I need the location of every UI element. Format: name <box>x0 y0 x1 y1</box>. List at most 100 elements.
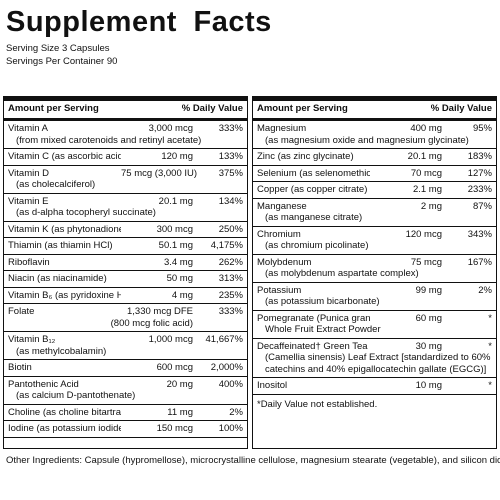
amount: 99 mg <box>415 284 442 296</box>
amount: 3.4 mg <box>163 256 193 268</box>
nutrient-name: Vitamin K (as phytonadione USP) <box>8 223 121 235</box>
amount: 600 mcg <box>156 362 193 373</box>
nutrient-name: Thiamin (as thiamin HCl) <box>8 240 113 251</box>
row-line: Vitamin C (as ascorbic acid) 120 mg 133% <box>8 151 243 163</box>
daily-value: 2% <box>229 406 243 418</box>
row-line: Magnesium 400 mg 95% <box>257 123 492 135</box>
daily-value: 95% <box>472 123 492 134</box>
amount: 30 mg <box>415 340 442 352</box>
daily-value: 333% <box>218 306 243 317</box>
nutrient-name: Vitamin D <box>8 167 50 179</box>
header-cell: % Daily Value <box>181 103 243 114</box>
amount: 120 mcg <box>405 228 442 240</box>
row-line: Molybdenum 75 mcg 167% <box>257 257 492 269</box>
amount: 50 mg <box>166 273 193 284</box>
nutrient-name: Biotin <box>8 362 32 373</box>
nutrient-name: Molybdenum <box>257 256 312 268</box>
row-line: Inositol 10 mg * <box>257 380 492 392</box>
daily-value: * <box>488 312 492 324</box>
nutrient-name: Vitamin C (as ascorbic acid) <box>8 151 121 162</box>
daily-value: 2% <box>478 284 492 296</box>
table-header: Amount per Serving % Daily Value <box>4 101 247 121</box>
nutrient-detail: (as potassium bicarbonate) <box>265 296 380 307</box>
row-line: Chromium 120 mcg 343% <box>257 229 492 241</box>
row-line: Niacin (as niacinamide) 50 mg 313% <box>8 273 243 285</box>
nutrient-name: Magnesium <box>257 123 307 134</box>
daily-value: 250% <box>218 223 243 235</box>
amount: 11 mg <box>167 406 193 418</box>
nutrient-row: Magnesium 400 mg 95% (as magnesium oxide an… <box>253 121 496 149</box>
nutrient-name: Vitamin A <box>8 123 48 134</box>
header-cell: % Daily Value <box>430 103 492 114</box>
nutrient-detail: (as cholecalciferol) <box>16 179 96 190</box>
row-line: Vitamin B₆ (as pyridoxine HCl) 4 mg 235% <box>8 290 243 302</box>
nutrient-row: Potassium 99 mg 2% (as potassium bicarbonat… <box>253 283 496 311</box>
nutrient-name: Potassium <box>257 284 302 296</box>
amount: 75 mcg <box>410 256 442 268</box>
nutrient-row: Pomegranate (Punica granatum L.) 60 mg * Wh… <box>253 311 496 339</box>
daily-value: 400% <box>218 378 243 390</box>
row-line: Pomegranate (Punica granatum L.) 60 mg * <box>257 313 492 325</box>
amount: 20.1 mg <box>158 195 193 207</box>
nutrient-detail: (as magnesium oxide and magnesium glycin… <box>265 134 469 146</box>
daily-value: * <box>488 380 492 391</box>
nutrient-detail: catechins and 40% epigallocatechin galla… <box>265 363 487 375</box>
nutrient-row: Vitamin A 3,000 mcg 333% (from mixed carote… <box>4 121 247 149</box>
row-line: Vitamin D 75 mcg (3,000 IU) 375% <box>8 168 243 180</box>
row-line: Manganese 2 mg 87% <box>257 201 492 213</box>
nutrient-row: Decaffeinated† Green Tea 30 mg * (Camellia … <box>253 339 496 378</box>
amount: 400 mg <box>410 123 442 134</box>
row-line: Decaffeinated† Green Tea 30 mg * <box>257 341 492 353</box>
daily-value: 235% <box>218 289 243 301</box>
daily-value: 100% <box>218 423 243 434</box>
daily-value: 375% <box>218 167 243 179</box>
nutrient-row: Folate 1,330 mcg DFE 333% (800 mcg folic ac… <box>4 304 247 332</box>
nutrient-row: Zinc (as zinc glycinate) 20.1 mg 183% <box>253 149 496 166</box>
nutrient-name: Choline (as choline bitartrate) <box>8 406 121 418</box>
row-line: Choline (as choline bitartrate) 11 mg 2% <box>8 407 243 419</box>
row-line: Vitamin E 20.1 mg 134% <box>8 196 243 208</box>
nutrient-row: Vitamin K (as phytonadione USP) 300 mcg 25… <box>4 222 247 238</box>
amount-note: (800 mcg folic acid) <box>110 317 193 329</box>
nutrient-row: Choline (as choline bitartrate) 11 mg 2% <box>4 405 247 421</box>
nutrient-name: Riboflavin <box>8 256 50 268</box>
row-line: Riboflavin 3.4 mg 262% <box>8 257 243 269</box>
nutrient-name: Pantothenic Acid <box>8 378 79 390</box>
amount: 2.1 mg <box>412 184 442 195</box>
title: Supplement Facts <box>6 6 272 38</box>
nutrient-detail: (as manganese citrate) <box>265 212 363 223</box>
header-cell: Amount per Serving <box>257 103 348 114</box>
row-line: Thiamin (as thiamin HCl) 50.1 mg 4,175% <box>8 240 243 252</box>
daily-value: 127% <box>467 167 492 179</box>
daily-value: 183% <box>467 151 492 162</box>
amount: 60 mg <box>415 312 442 324</box>
left-panel: Amount per Serving % Daily Value Vitamin A… <box>3 96 248 449</box>
nutrient-name: Pomegranate (Punica granatum L.) <box>257 312 370 324</box>
daily-value: 133% <box>218 151 243 162</box>
nutrient-row: Manganese 2 mg 87% (as manganese citrate) <box>253 199 496 227</box>
row-line: Potassium 99 mg 2% <box>257 285 492 297</box>
amount: 1,000 mcg <box>148 334 193 345</box>
amount: 10 mg <box>415 380 442 391</box>
header-cell: Amount per Serving <box>8 103 99 114</box>
nutrient-name: Zinc (as zinc glycinate) <box>257 151 354 162</box>
nutrient-name: Decaffeinated† Green Tea <box>257 340 368 352</box>
amount: 70 mcg <box>410 167 442 179</box>
daily-value: 313% <box>218 273 243 284</box>
amount: 1,330 mcg DFE <box>127 306 193 317</box>
row-line: Folate 1,330 mcg DFE 333% <box>8 306 243 318</box>
amount: 4 mg <box>171 289 193 301</box>
nutrient-row: Vitamin C (as ascorbic acid) 120 mg 133% <box>4 149 247 166</box>
nutrient-row: Selenium (as selenomethionine) 70 mcg 127% <box>253 166 496 182</box>
daily-value: 233% <box>467 184 492 195</box>
nutrient-row: Molybdenum 75 mcg 167% (as molybdenum aspar… <box>253 255 496 283</box>
nutrient-name: Vitamin B₁₂ <box>8 334 56 345</box>
nutrient-detail: Whole Fruit Extract Powder <box>265 324 381 335</box>
amount: 3,000 mcg <box>148 123 193 134</box>
amount: 300 mcg <box>156 223 193 235</box>
nutrient-name: Copper (as copper citrate) <box>257 184 368 195</box>
row-line: Biotin 600 mcg 2,000% <box>8 362 243 374</box>
right-panel: Amount per Serving % Daily Value Magnesium… <box>252 96 497 449</box>
daily-value: 262% <box>218 256 243 268</box>
nutrient-name: Vitamin E <box>8 195 49 207</box>
